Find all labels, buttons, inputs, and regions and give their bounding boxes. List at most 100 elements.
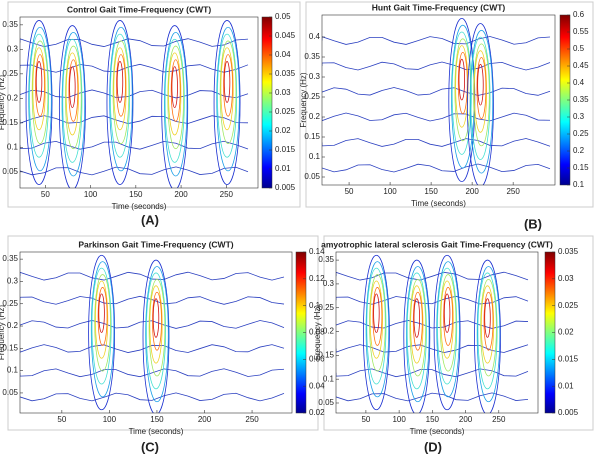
- contour-line: [437, 267, 458, 385]
- contour-line: [97, 287, 108, 346]
- contour-line: [98, 293, 105, 333]
- x-tick-label: 200: [174, 190, 188, 199]
- colorbar-tick-label: 0.08: [309, 328, 325, 337]
- contour-line: [20, 166, 249, 176]
- x-axis-label: Time (seconds): [112, 202, 167, 211]
- contour-line: [439, 274, 457, 372]
- y-tick-label: 0.1: [7, 366, 19, 375]
- colorbar-tick-label: 0.05: [275, 12, 291, 21]
- colorbar-tick-label: 0.03: [558, 274, 574, 283]
- contour-line: [167, 45, 185, 150]
- contour-line: [145, 272, 166, 390]
- contour-line: [112, 40, 130, 144]
- contour-line: [443, 293, 451, 333]
- colorbar-tick-label: 0.14: [309, 247, 325, 256]
- contour-line: [152, 298, 160, 338]
- y-tick-label: 0.25: [304, 92, 320, 101]
- contour-line: [58, 25, 86, 188]
- y-tick-label: 0.15: [2, 343, 18, 352]
- y-axis-label: Frequency (Hz): [0, 305, 6, 360]
- x-tick-label: 100: [392, 415, 406, 424]
- x-tick-label: 100: [103, 415, 117, 424]
- panel-label: (A): [141, 212, 159, 227]
- colorbar-tick-label: 0.12: [309, 274, 325, 283]
- colorbar-tick-label: 0.06: [309, 354, 325, 363]
- contour-line: [467, 23, 494, 185]
- panel-label: (B): [524, 216, 542, 231]
- contour-line: [68, 59, 79, 122]
- x-tick-label: 50: [41, 190, 50, 199]
- x-axis-label: Time (seconds): [411, 199, 466, 208]
- contour-line: [366, 267, 387, 385]
- contour-line: [116, 61, 124, 103]
- y-tick-label: 0.3: [323, 279, 335, 288]
- contour-line: [477, 272, 498, 390]
- colorbar-tick-label: 0.04: [309, 381, 325, 390]
- contour-line: [470, 36, 491, 160]
- plot-frame: [19, 16, 259, 189]
- contour-line: [88, 254, 115, 411]
- contour-lines: [322, 18, 551, 185]
- contour-line: [458, 58, 465, 101]
- colorbar-tick-label: 0.005: [275, 183, 296, 192]
- contour-line: [95, 280, 109, 359]
- x-axis-label: Time (seconds): [410, 427, 465, 436]
- plot-area: [322, 15, 555, 185]
- contour-line: [62, 38, 83, 163]
- y-axis-label: Frequency (Hz): [0, 75, 6, 130]
- x-tick-label: 200: [459, 415, 473, 424]
- x-tick-label: 250: [245, 415, 259, 424]
- contour-line: [322, 112, 551, 122]
- contour-line: [32, 47, 46, 131]
- plot-frame: [321, 14, 556, 186]
- panel-frame: [7, 1, 301, 208]
- contour-line: [216, 26, 240, 172]
- contour-line: [473, 43, 490, 147]
- contour-line: [20, 392, 285, 402]
- contour-line: [403, 259, 431, 413]
- contour-line: [483, 291, 494, 351]
- y-tick-label: 0.35: [2, 254, 18, 263]
- contour-line: [336, 295, 529, 305]
- colorbar-tick-label: 0.1: [573, 180, 585, 189]
- contour-line: [61, 31, 86, 177]
- contour-line: [28, 26, 52, 172]
- x-tick-label: 150: [424, 187, 438, 196]
- contour-line: [480, 278, 497, 377]
- y-tick-label: 0.15: [318, 350, 334, 359]
- contour-line: [474, 259, 501, 413]
- contour-line: [322, 87, 551, 96]
- y-tick-label: 0.3: [309, 72, 321, 81]
- contour-line: [91, 267, 112, 385]
- y-tick-label: 0.1: [309, 152, 321, 161]
- chart-title: amyotrophic lateral sclerosis Gait Time-…: [321, 239, 553, 249]
- colorbar-tick-label: 0.4: [573, 78, 585, 87]
- contour-line: [480, 285, 495, 364]
- panel-frame: [305, 1, 594, 208]
- x-tick-label: 250: [220, 190, 234, 199]
- contour-line: [484, 298, 491, 338]
- y-tick-label: 0.25: [318, 303, 334, 312]
- x-tick-label: 250: [506, 187, 520, 196]
- colorbar-tick-label: 0.35: [573, 95, 589, 104]
- contour-line: [322, 138, 551, 147]
- contour-line: [65, 45, 82, 150]
- colorbar-tick-label: 0.015: [275, 145, 296, 154]
- contour-line: [35, 54, 45, 117]
- x-tick-label: 50: [57, 415, 66, 424]
- y-tick-label: 0.35: [318, 255, 334, 264]
- contour-line: [322, 61, 551, 71]
- contour-line: [20, 140, 249, 150]
- contour-line: [65, 52, 79, 136]
- colorbar-tick-label: 0.01: [275, 164, 291, 173]
- contour-line: [409, 278, 427, 377]
- colorbar-tick-label: 0.3: [573, 112, 585, 121]
- contour-lines: [20, 20, 249, 188]
- x-tick-label: 150: [129, 190, 143, 199]
- contour-line: [406, 272, 427, 390]
- chart-title: Parkinson Gait Time-Frequency (CWT): [78, 239, 233, 249]
- contour-line: [476, 266, 501, 403]
- colorbar-tick-label: 0.6: [573, 10, 585, 19]
- contour-line: [440, 280, 454, 359]
